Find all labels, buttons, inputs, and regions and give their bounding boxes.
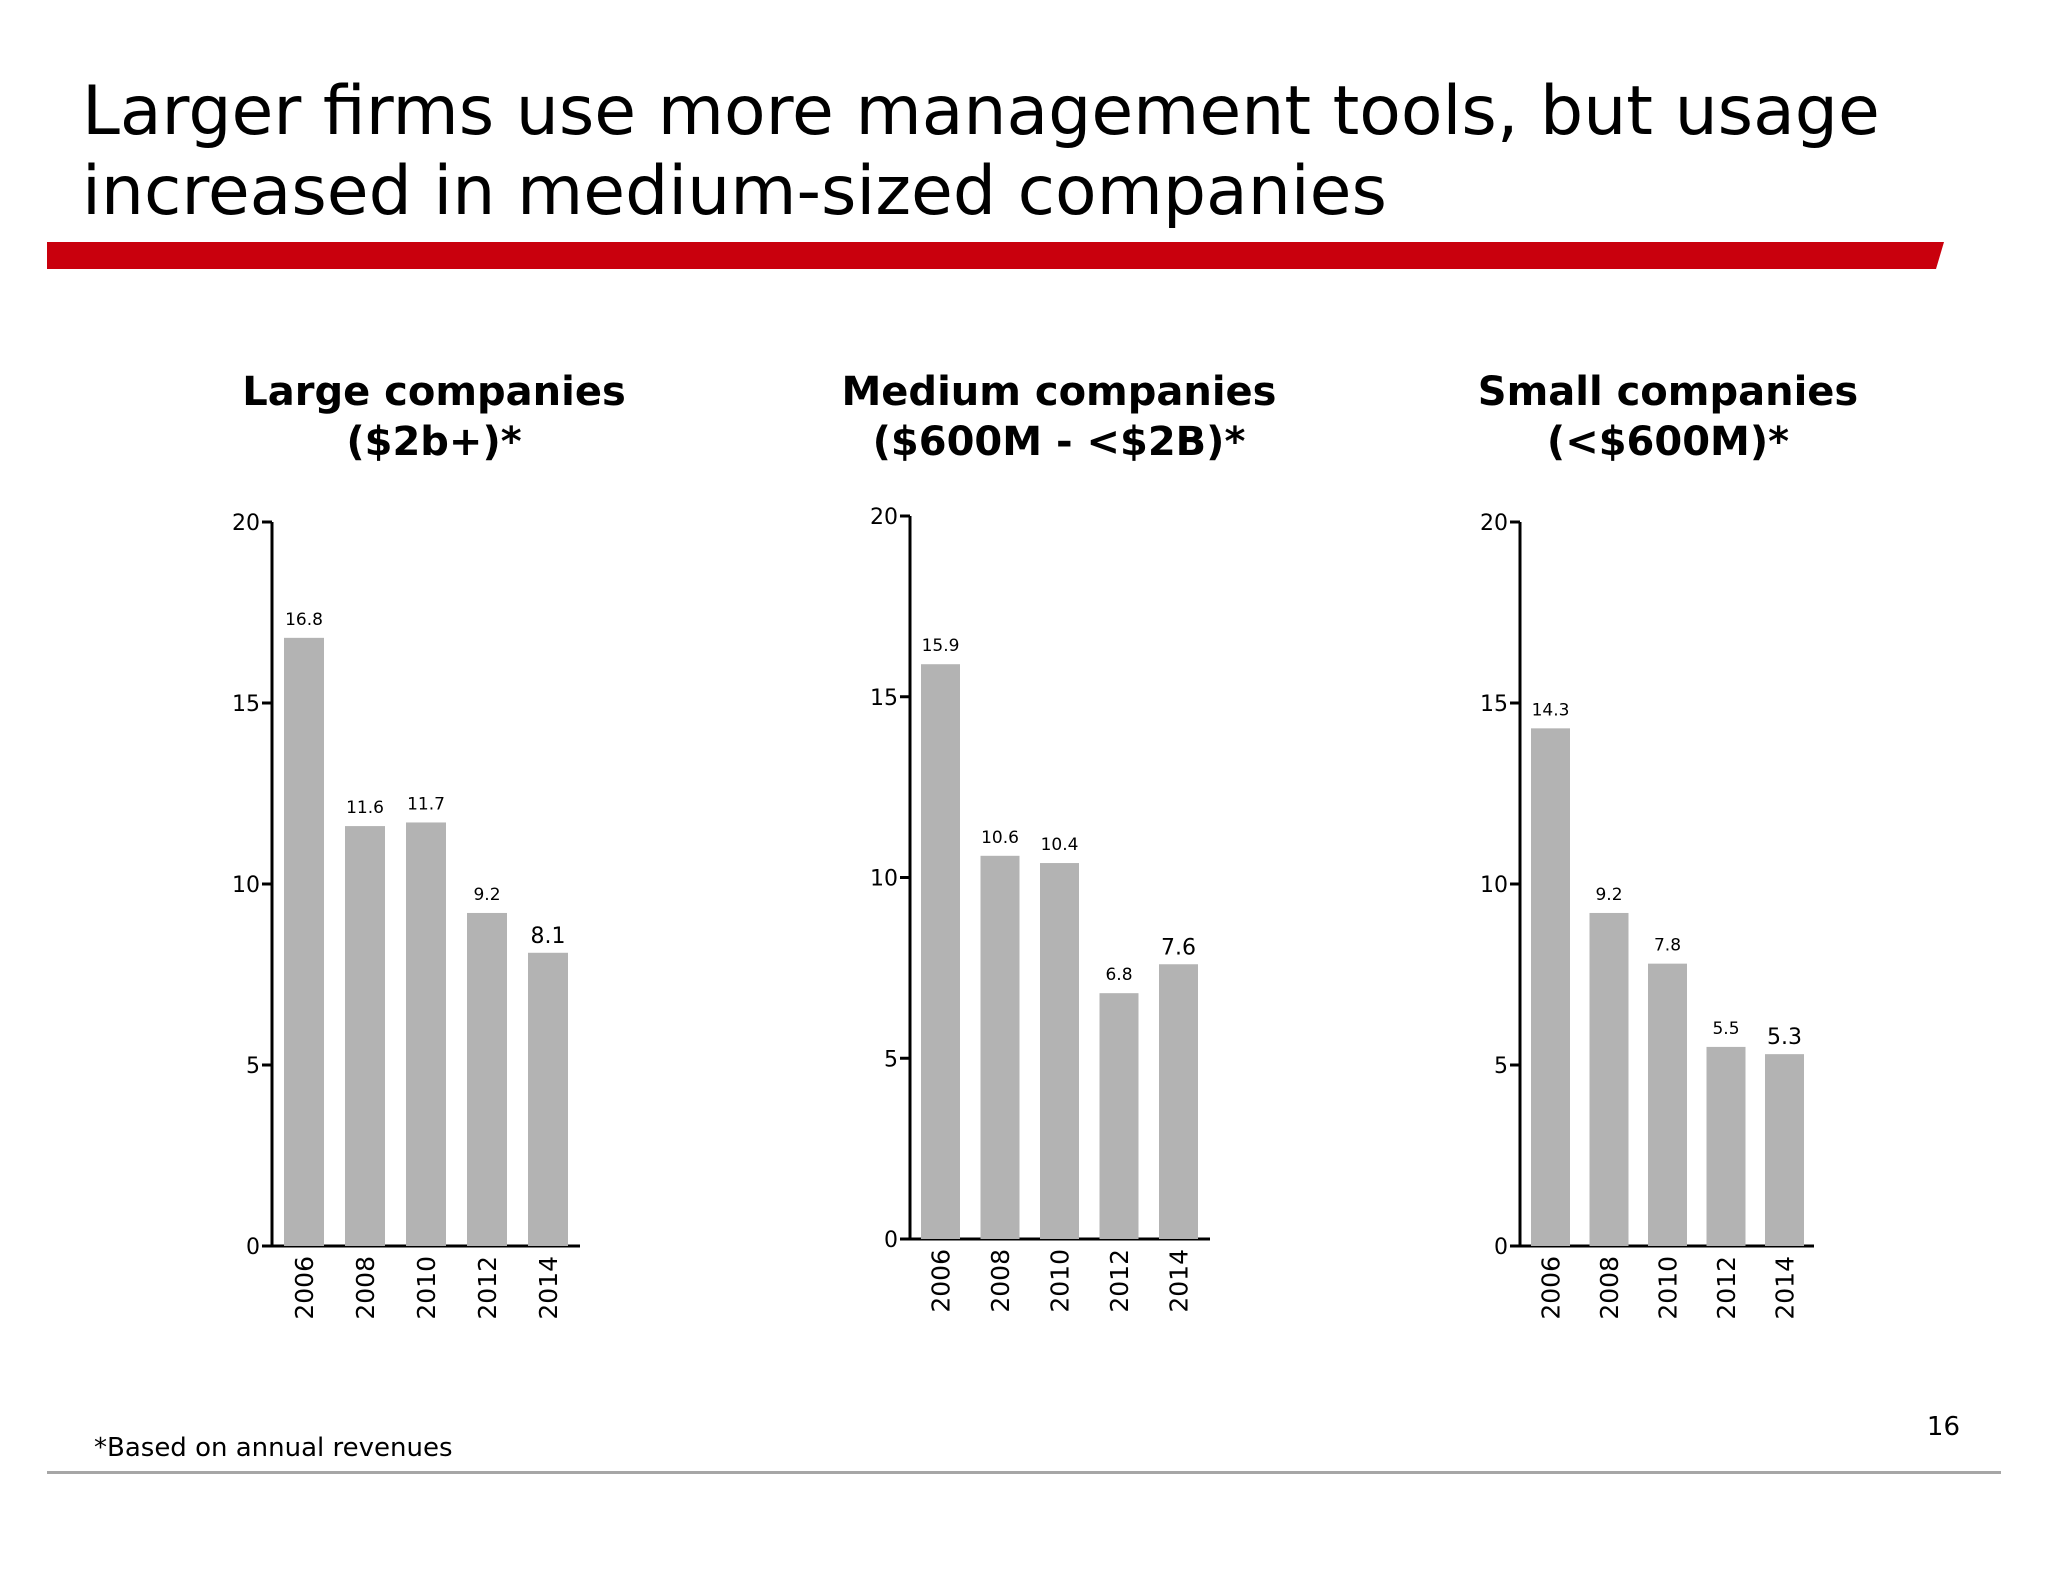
small-category-label: 2012 — [1712, 1256, 1741, 1320]
large-category-label: 2014 — [534, 1256, 563, 1320]
medium-value-label: 7.6 — [1161, 935, 1196, 960]
large-value-label: 11.6 — [346, 798, 384, 818]
medium-value-label: 10.4 — [1041, 835, 1079, 855]
small-category-label: 2008 — [1595, 1256, 1624, 1320]
large-category-label: 2010 — [412, 1256, 441, 1320]
page-number: 16 — [1926, 1412, 1960, 1442]
large-value-label: 9.2 — [473, 885, 500, 905]
large-bar-2008 — [345, 826, 385, 1246]
medium-category-label: 2006 — [927, 1249, 956, 1313]
medium-value-label: 15.9 — [922, 636, 960, 656]
large-bar-2010 — [406, 822, 446, 1246]
chart-title-large-line-2: ($2b+)* — [346, 419, 522, 465]
chart-title-medium: Medium companies ($600M - <$2B)* — [709, 367, 1409, 467]
small-y-tick-label: 15 — [1480, 692, 1508, 717]
small-value-label: 9.2 — [1595, 885, 1622, 905]
small-y-tick-label: 10 — [1480, 873, 1508, 898]
slide-title: Larger firms use more management tools, … — [82, 72, 1982, 232]
medium-y-tick-label: 20 — [870, 505, 898, 530]
large-y-tick-label: 15 — [232, 692, 260, 717]
title-underline-bar — [47, 242, 1944, 269]
medium-category-label: 2014 — [1165, 1249, 1194, 1313]
small-value-label: 7.8 — [1654, 936, 1681, 956]
large-y-tick-label: 5 — [246, 1054, 260, 1079]
large-bar-2012 — [467, 912, 507, 1246]
medium-bar-2010 — [1040, 863, 1079, 1239]
slide-title-line-2: increased in medium-sized companies — [82, 152, 1387, 231]
small-y-tick-label: 0 — [1494, 1235, 1508, 1260]
medium-category-label: 2012 — [1105, 1249, 1134, 1313]
medium-category-label: 2008 — [986, 1249, 1015, 1313]
small-category-label: 2010 — [1654, 1256, 1683, 1320]
medium-y-tick-label: 15 — [870, 686, 898, 711]
chart-title-small-line-2: (<$600M)* — [1546, 419, 1790, 465]
small-bar-2006 — [1531, 728, 1570, 1246]
large-category-label: 2008 — [351, 1256, 380, 1320]
large-value-label: 11.7 — [407, 794, 445, 814]
large-y-tick-label: 10 — [232, 873, 260, 898]
large-y-tick-label: 0 — [246, 1235, 260, 1260]
chart-title-large: Large companies ($2b+)* — [84, 367, 784, 467]
chart-title-small: Small companies (<$600M)* — [1318, 367, 2018, 467]
small-y-tick-label: 20 — [1480, 511, 1508, 536]
small-bar-2010 — [1648, 963, 1687, 1246]
large-value-label: 8.1 — [531, 924, 566, 949]
large-category-label: 2012 — [473, 1256, 502, 1320]
footer-divider — [47, 1471, 2001, 1474]
large-bar-2006 — [284, 637, 324, 1246]
chart-title-small-line-1: Small companies — [1477, 369, 1859, 415]
small-value-label: 14.3 — [1532, 700, 1570, 720]
chart-title-medium-line-2: ($600M - <$2B)* — [872, 419, 1246, 465]
medium-category-label: 2010 — [1046, 1249, 1075, 1313]
large-bar-2014 — [528, 952, 568, 1246]
slide-title-line-1: Larger firms use more management tools, … — [82, 72, 1880, 151]
small-category-label: 2006 — [1537, 1256, 1566, 1320]
medium-bar-2014 — [1159, 964, 1198, 1239]
small-y-tick-label: 5 — [1494, 1054, 1508, 1079]
chart-title-medium-line-1: Medium companies — [841, 369, 1277, 415]
footnote: *Based on annual revenues — [94, 1433, 453, 1463]
medium-bar-2012 — [1099, 993, 1139, 1239]
medium-y-tick-label: 0 — [884, 1228, 898, 1253]
medium-y-tick-label: 5 — [884, 1047, 898, 1072]
large-y-tick-label: 20 — [232, 511, 260, 536]
chart-title-large-line-1: Large companies — [242, 369, 626, 415]
medium-value-label: 10.6 — [981, 828, 1019, 848]
small-value-label: 5.5 — [1712, 1019, 1739, 1039]
large-value-label: 16.8 — [285, 610, 323, 630]
small-category-label: 2014 — [1771, 1256, 1800, 1320]
medium-y-tick-label: 10 — [870, 867, 898, 892]
medium-value-label: 6.8 — [1105, 965, 1132, 985]
medium-bar-2008 — [980, 855, 1020, 1239]
small-bar-2012 — [1706, 1046, 1746, 1246]
small-value-label: 5.3 — [1767, 1025, 1802, 1050]
small-bar-2014 — [1765, 1054, 1804, 1246]
large-category-label: 2006 — [290, 1256, 319, 1320]
medium-bar-2006 — [921, 664, 960, 1239]
small-bar-2008 — [1589, 912, 1629, 1246]
